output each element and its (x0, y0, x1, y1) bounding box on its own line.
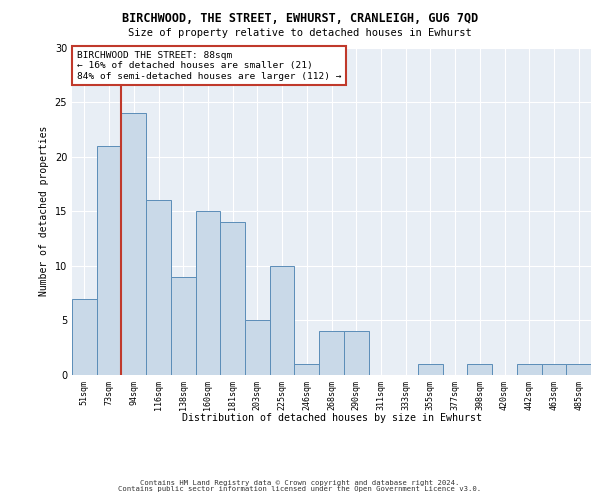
Y-axis label: Number of detached properties: Number of detached properties (39, 126, 49, 296)
X-axis label: Distribution of detached houses by size in Ewhurst: Distribution of detached houses by size … (182, 412, 482, 422)
Bar (245, 320, 270, 375)
Bar (146, 200, 171, 375)
Text: BIRCHWOOD THE STREET: 88sqm
← 16% of detached houses are smaller (21)
84% of sem: BIRCHWOOD THE STREET: 88sqm ← 16% of det… (77, 51, 341, 80)
Bar (542, 364, 566, 375)
Bar (517, 364, 542, 375)
Bar (319, 332, 344, 375)
Text: Contains HM Land Registry data © Crown copyright and database right 2024.
Contai: Contains HM Land Registry data © Crown c… (118, 480, 482, 492)
Bar (344, 332, 368, 375)
Bar (566, 364, 591, 375)
Bar (97, 146, 121, 375)
Bar (171, 277, 196, 375)
Bar (418, 364, 443, 375)
Bar (220, 222, 245, 375)
Text: Size of property relative to detached houses in Ewhurst: Size of property relative to detached ho… (128, 28, 472, 38)
Bar (72, 298, 97, 375)
Text: BIRCHWOOD, THE STREET, EWHURST, CRANLEIGH, GU6 7QD: BIRCHWOOD, THE STREET, EWHURST, CRANLEIG… (122, 12, 478, 26)
Bar (196, 211, 220, 375)
Bar (295, 364, 319, 375)
Bar (270, 266, 295, 375)
Bar (467, 364, 492, 375)
Bar (121, 113, 146, 375)
